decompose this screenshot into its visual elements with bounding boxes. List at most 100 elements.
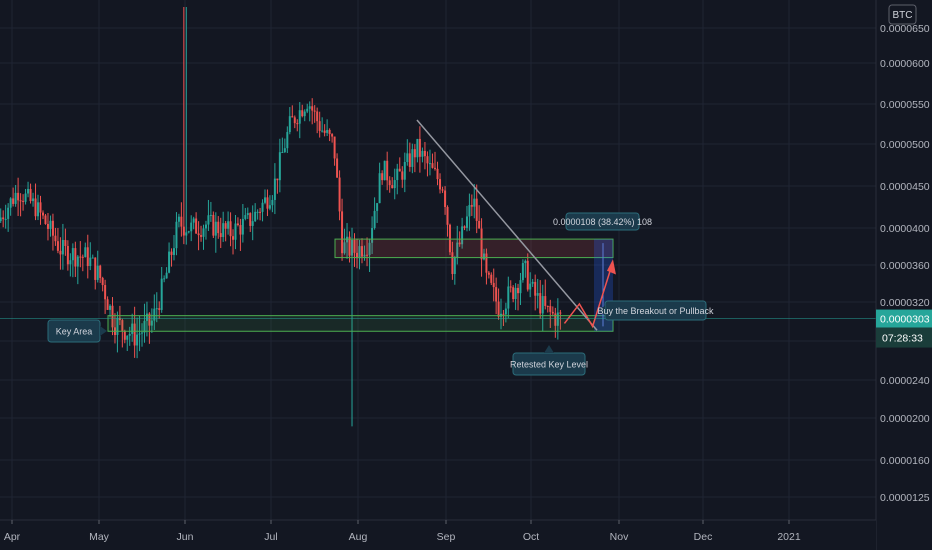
candle [94,257,97,290]
candle [212,211,215,239]
countdown-text: 07:28:33 [882,333,923,345]
candle [514,283,517,310]
key-area-zone [107,315,614,332]
candle [160,266,163,313]
candle [89,242,92,271]
candle [91,254,94,259]
candle [101,276,104,292]
candle [54,227,57,246]
candle [74,241,77,277]
candle [371,216,374,255]
candle [439,173,442,194]
candle [49,215,52,237]
candle [190,215,193,242]
candle [66,240,69,271]
candle [393,168,396,200]
candle [121,318,124,348]
candle [104,279,107,314]
measure-label-text: 0.0000108 (38.42%) 108 [553,217,652,227]
candle [316,107,319,134]
projection-line [563,264,613,329]
candle [408,142,411,172]
candle [249,212,252,232]
y-tick-label: 0.0000600 [880,58,930,70]
candle [29,183,32,204]
candle [490,272,493,286]
candle [368,238,371,272]
candle [268,195,271,211]
candle [478,205,481,229]
candle [546,305,549,313]
measure-label-box [565,212,640,231]
candle [468,193,471,231]
candle [519,272,522,305]
candle [554,307,557,338]
trendline [416,119,598,331]
candle [276,178,279,194]
candle [12,187,15,207]
candle [148,312,151,344]
candle [246,207,249,220]
resistance-zone [334,238,614,259]
candle [416,138,419,163]
x-tick-label: Dec [694,531,713,543]
x-tick-label: 2021 [777,531,801,543]
candle [143,303,146,343]
candle [96,250,99,283]
candle [331,133,334,143]
candle [22,194,25,211]
y-tick-label: 0.0000550 [880,99,930,111]
candle [313,105,316,123]
candle [363,245,366,261]
candle [502,309,505,326]
candle [79,241,82,268]
candle [180,202,183,237]
last-price-tag: 0.0000303 07:28:33 [876,309,932,348]
candle [355,238,358,269]
candle [271,195,274,213]
candle [170,248,173,267]
candle [421,147,424,163]
candle [172,235,175,261]
candle [56,228,59,254]
candle [509,280,512,293]
candle [311,98,314,125]
candle [441,186,444,193]
candle [59,237,62,270]
candle [306,103,309,114]
y-tick-label: 0.0000200 [880,413,930,425]
candle [426,151,429,177]
candle [224,221,227,242]
candle [207,199,210,231]
candle [431,153,434,169]
candle [423,141,426,170]
candle [86,234,89,279]
y-tick-label: 0.0000160 [880,455,930,467]
candle [301,104,304,118]
candle [521,259,524,283]
candle [32,192,35,207]
candle [263,189,266,205]
candle [64,228,67,256]
candle [434,151,436,171]
candle [418,126,421,173]
candle [544,279,547,310]
breakout-label-pointer [598,305,605,316]
candle [219,217,222,249]
candle [411,143,414,174]
candle [281,137,284,154]
candle [536,278,539,309]
candle [328,128,331,142]
candle [401,166,404,188]
candle [492,268,495,302]
key-area-label-text: Key Area [56,327,93,337]
x-tick-label: Jun [177,531,194,543]
candle [278,138,281,193]
candle [291,105,294,118]
price-axis: 0.0000650 0.0000600 0.0000550 0.0000500 0.00… [875,0,932,550]
candle [46,212,49,241]
candle [326,119,329,136]
retested-label-pointer [544,345,554,353]
candle [209,201,212,222]
